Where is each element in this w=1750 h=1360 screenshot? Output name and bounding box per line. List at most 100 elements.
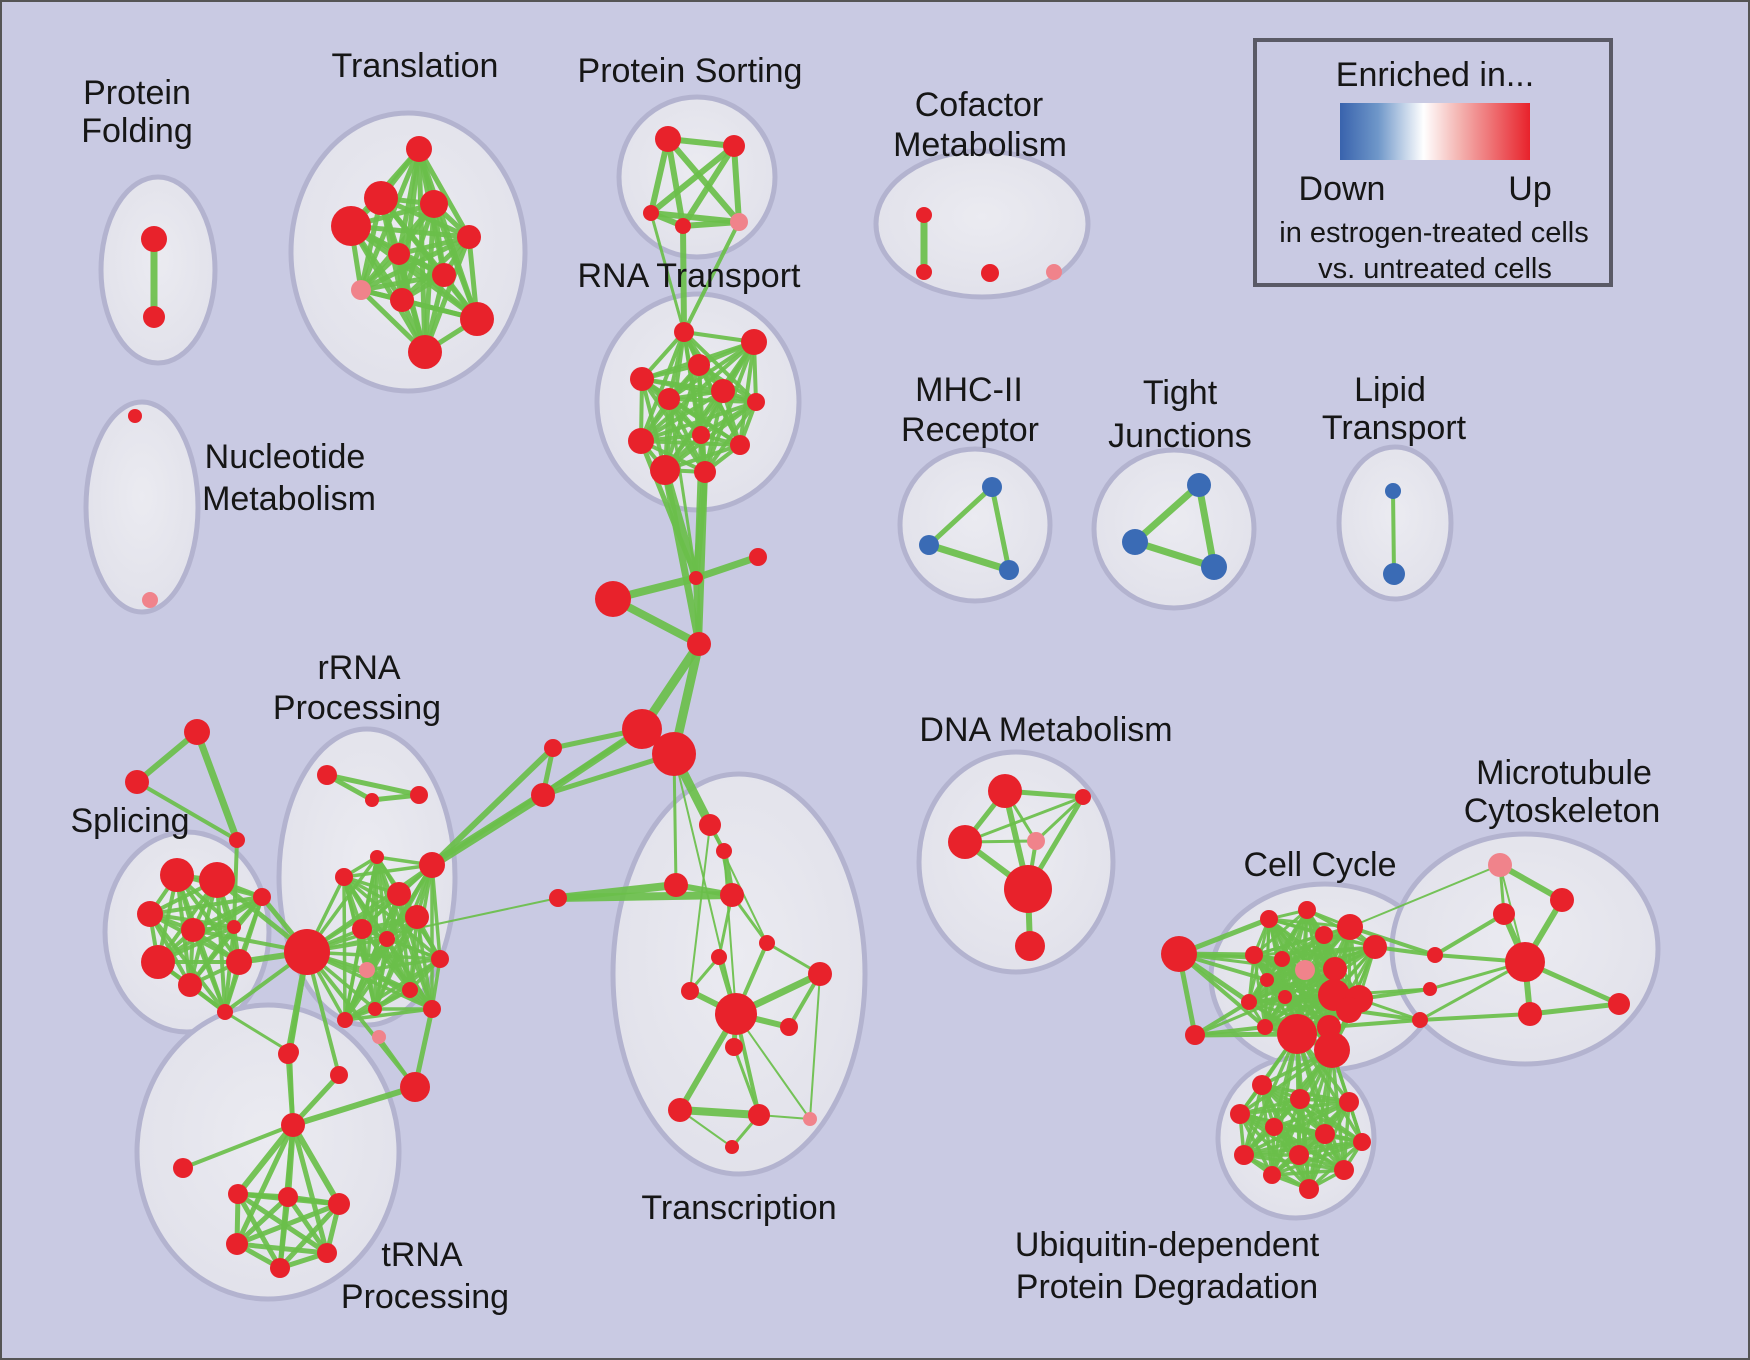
gene-set-node[interactable]: [681, 982, 699, 1000]
gene-set-node[interactable]: [143, 306, 165, 328]
gene-set-node[interactable]: [1289, 1145, 1309, 1165]
gene-set-node[interactable]: [125, 770, 149, 794]
gene-set-node[interactable]: [1299, 1179, 1319, 1199]
gene-set-node[interactable]: [643, 205, 659, 221]
gene-set-node[interactable]: [317, 1243, 337, 1263]
gene-set-node[interactable]: [405, 905, 429, 929]
gene-set-node[interactable]: [1075, 789, 1091, 805]
gene-set-node[interactable]: [730, 213, 748, 231]
gene-set-node[interactable]: [692, 426, 710, 444]
gene-set-node[interactable]: [652, 732, 696, 776]
gene-set-node[interactable]: [1336, 997, 1362, 1023]
gene-set-node[interactable]: [1363, 935, 1387, 959]
gene-set-node[interactable]: [916, 264, 932, 280]
gene-set-node[interactable]: [423, 1000, 441, 1018]
gene-set-node[interactable]: [160, 858, 194, 892]
gene-set-node[interactable]: [1315, 926, 1333, 944]
gene-set-node[interactable]: [328, 1193, 350, 1215]
gene-set-node[interactable]: [1550, 888, 1574, 912]
gene-set-node[interactable]: [549, 889, 567, 907]
gene-set-node[interactable]: [420, 190, 448, 218]
gene-set-node[interactable]: [595, 581, 631, 617]
gene-set-node[interactable]: [675, 218, 691, 234]
gene-set-node[interactable]: [317, 765, 337, 785]
gene-set-node[interactable]: [694, 461, 716, 483]
gene-set-node[interactable]: [330, 1066, 348, 1084]
gene-set-node[interactable]: [1323, 957, 1347, 981]
gene-set-node[interactable]: [379, 931, 395, 947]
gene-set-node[interactable]: [628, 428, 654, 454]
gene-set-node[interactable]: [688, 354, 710, 376]
gene-set-node[interactable]: [1257, 1019, 1273, 1035]
gene-set-node[interactable]: [741, 329, 767, 355]
gene-set-node[interactable]: [730, 435, 750, 455]
gene-set-node[interactable]: [1234, 1145, 1254, 1165]
gene-set-node[interactable]: [1488, 853, 1512, 877]
gene-set-node[interactable]: [137, 901, 163, 927]
gene-set-node[interactable]: [1004, 865, 1052, 913]
gene-set-node[interactable]: [406, 136, 432, 162]
gene-set-node[interactable]: [650, 455, 680, 485]
gene-set-node[interactable]: [1314, 1032, 1350, 1068]
gene-set-node[interactable]: [281, 1113, 305, 1137]
gene-set-node[interactable]: [141, 226, 167, 252]
gene-set-node[interactable]: [1252, 1075, 1272, 1095]
gene-set-node[interactable]: [981, 264, 999, 282]
gene-set-node[interactable]: [387, 882, 411, 906]
gene-set-node[interactable]: [460, 302, 494, 336]
gene-set-node[interactable]: [431, 950, 449, 968]
gene-set-node[interactable]: [1518, 1002, 1542, 1026]
gene-set-node[interactable]: [544, 739, 562, 757]
gene-set-node[interactable]: [1315, 1124, 1335, 1144]
gene-set-node[interactable]: [199, 862, 235, 898]
gene-set-node[interactable]: [808, 962, 832, 986]
gene-set-node[interactable]: [1263, 1166, 1281, 1184]
gene-set-node[interactable]: [668, 1098, 692, 1122]
gene-set-node[interactable]: [142, 592, 158, 608]
gene-set-node[interactable]: [747, 393, 765, 411]
gene-set-node[interactable]: [720, 883, 744, 907]
gene-set-node[interactable]: [699, 814, 721, 836]
gene-set-node[interactable]: [725, 1140, 739, 1154]
gene-set-node[interactable]: [948, 825, 982, 859]
gene-set-node[interactable]: [725, 1038, 743, 1056]
gene-set-node[interactable]: [141, 945, 175, 979]
gene-set-node[interactable]: [1334, 1160, 1354, 1180]
gene-set-node[interactable]: [723, 135, 745, 157]
gene-set-node[interactable]: [1290, 1089, 1310, 1109]
gene-set-node[interactable]: [337, 1012, 353, 1028]
gene-set-node[interactable]: [1161, 936, 1197, 972]
gene-set-node[interactable]: [352, 919, 372, 939]
gene-set-node[interactable]: [1353, 1133, 1371, 1151]
gene-set-node[interactable]: [716, 843, 732, 859]
gene-set-node[interactable]: [364, 181, 398, 215]
gene-set-node[interactable]: [128, 409, 142, 423]
gene-set-node[interactable]: [217, 1004, 233, 1020]
gene-set-node[interactable]: [919, 535, 939, 555]
gene-set-node[interactable]: [181, 918, 205, 942]
gene-set-node[interactable]: [664, 873, 688, 897]
gene-set-node[interactable]: [1274, 951, 1290, 967]
gene-set-node[interactable]: [988, 774, 1022, 808]
gene-set-node[interactable]: [780, 1018, 798, 1036]
gene-set-node[interactable]: [226, 1233, 248, 1255]
gene-set-node[interactable]: [687, 632, 711, 656]
gene-set-node[interactable]: [270, 1258, 290, 1278]
gene-set-node[interactable]: [630, 367, 654, 391]
gene-set-node[interactable]: [759, 935, 775, 951]
gene-set-node[interactable]: [1385, 483, 1401, 499]
gene-set-node[interactable]: [228, 1184, 248, 1204]
gene-set-node[interactable]: [351, 280, 371, 300]
gene-set-node[interactable]: [1245, 946, 1263, 964]
gene-set-node[interactable]: [178, 973, 202, 997]
gene-set-node[interactable]: [173, 1158, 193, 1178]
gene-set-node[interactable]: [359, 962, 375, 978]
gene-set-node[interactable]: [184, 719, 210, 745]
gene-set-node[interactable]: [531, 783, 555, 807]
gene-set-node[interactable]: [982, 477, 1002, 497]
gene-set-node[interactable]: [390, 288, 414, 312]
gene-set-node[interactable]: [419, 852, 445, 878]
gene-set-node[interactable]: [1201, 554, 1227, 580]
gene-set-node[interactable]: [803, 1112, 817, 1126]
gene-set-node[interactable]: [1260, 910, 1278, 928]
